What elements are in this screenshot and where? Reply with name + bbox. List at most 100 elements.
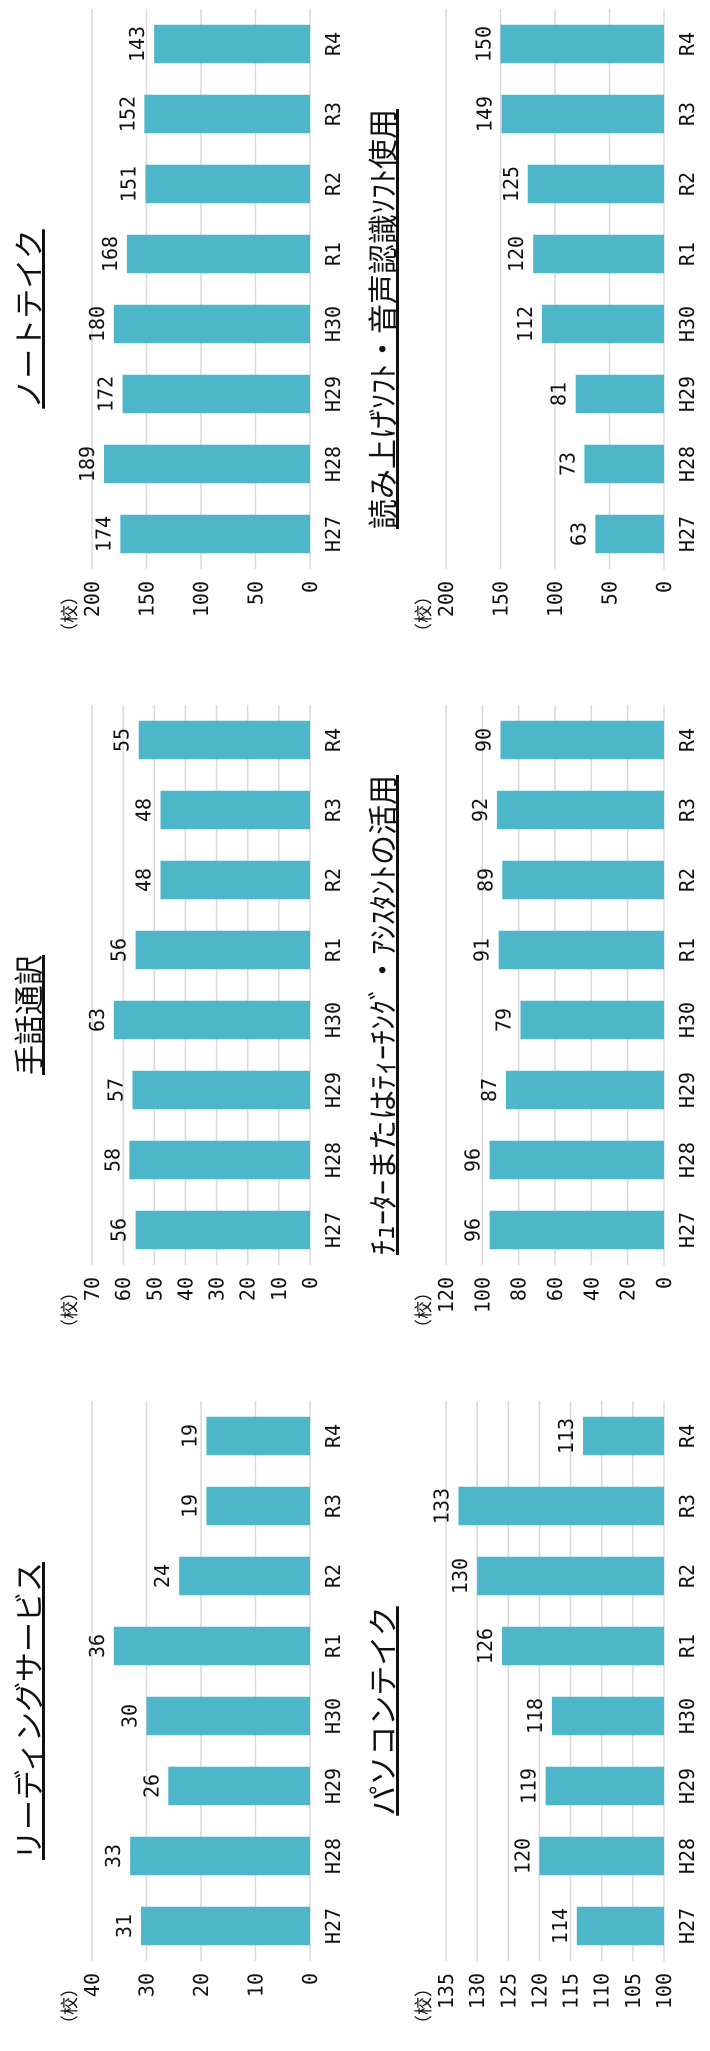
bar [490, 1211, 664, 1250]
y-tick-label: 20 [189, 1973, 213, 1997]
y-tick-label: 0 [652, 581, 676, 593]
bar [576, 375, 664, 414]
bar [114, 305, 310, 344]
bar [139, 721, 310, 760]
bar [136, 931, 310, 970]
x-tick-label: R4 [675, 1424, 699, 1448]
y-tick-label: 0 [298, 1973, 322, 1985]
data-label: 174 [91, 516, 115, 552]
data-label: 143 [125, 26, 149, 62]
data-label: 56 [107, 938, 131, 962]
bar [546, 1767, 664, 1806]
bar [502, 95, 664, 134]
y-tick-label: 0 [298, 1277, 322, 1289]
y-tick-label: 40 [173, 1277, 197, 1301]
data-label: 118 [523, 1698, 547, 1734]
y-unit-label: （校） [60, 1979, 81, 2033]
data-label: 119 [517, 1768, 541, 1804]
data-label: 113 [554, 1418, 578, 1454]
bar [497, 791, 664, 830]
bar [136, 1211, 310, 1250]
x-tick-label: R2 [321, 1564, 345, 1588]
bar [499, 931, 664, 970]
y-tick-label: 100 [189, 581, 213, 617]
x-tick-label: H30 [321, 306, 345, 342]
y-tick-label: 105 [621, 1973, 645, 2009]
data-label: 58 [100, 1148, 124, 1172]
chart-title: リーディングサービス [13, 1562, 48, 1860]
x-tick-label: H28 [321, 1838, 345, 1874]
data-label: 125 [499, 166, 523, 202]
x-tick-label: H28 [675, 1142, 699, 1178]
bar [120, 515, 310, 554]
data-label: 87 [477, 1078, 501, 1102]
bar [129, 1141, 310, 1180]
data-label: 92 [468, 798, 492, 822]
data-label: 19 [177, 1424, 201, 1448]
data-label: 36 [85, 1634, 109, 1658]
data-label: 19 [177, 1494, 201, 1518]
bar [130, 1837, 310, 1876]
data-label: 133 [429, 1488, 453, 1524]
bar [520, 1001, 664, 1040]
data-label: 73 [555, 452, 579, 476]
data-label: 57 [103, 1078, 127, 1102]
x-tick-label: R2 [675, 868, 699, 892]
y-tick-label: 50 [598, 581, 622, 605]
data-label: 79 [491, 1008, 515, 1032]
chart-title: ノートテイク [13, 229, 48, 408]
y-tick-label: 20 [616, 1277, 640, 1301]
x-tick-label: H30 [675, 306, 699, 342]
bar [506, 1071, 664, 1110]
bar [577, 1907, 664, 1946]
x-tick-label: R2 [321, 868, 345, 892]
x-tick-label: R2 [675, 172, 699, 196]
x-tick-label: H27 [675, 516, 699, 552]
data-label: 24 [150, 1564, 174, 1588]
y-unit-label: （校） [60, 587, 81, 641]
bar [114, 1001, 310, 1040]
chart-title: 読み上げｿﾌﾄ・音声認識ｿﾌﾄ使用 [367, 109, 402, 529]
data-label: 91 [470, 938, 494, 962]
y-tick-label: 60 [111, 1277, 135, 1301]
data-label: 30 [118, 1704, 142, 1728]
data-label: 26 [139, 1774, 163, 1798]
x-tick-label: R3 [321, 1494, 345, 1518]
x-tick-label: R3 [321, 102, 345, 126]
bar [144, 95, 310, 134]
data-label: 48 [132, 798, 156, 822]
data-label: 55 [110, 728, 134, 752]
bar [501, 721, 665, 760]
y-tick-label: 80 [507, 1277, 531, 1301]
bar [206, 1417, 310, 1456]
y-tick-label: 200 [80, 581, 104, 617]
y-tick-label: 100 [543, 581, 567, 617]
data-label: 150 [472, 26, 496, 62]
x-tick-label: H27 [675, 1908, 699, 1944]
data-label: 96 [461, 1218, 485, 1242]
y-tick-label: 60 [543, 1277, 567, 1301]
bar [502, 1627, 664, 1666]
x-tick-label: R3 [675, 102, 699, 126]
y-tick-label: 100 [652, 1973, 676, 2009]
x-tick-label: H30 [321, 1002, 345, 1038]
chart-panel-1: リーディングサービス （校） 0 10 20 30 40 31 H27 33 H28 26 H29 30 H… [13, 1401, 345, 2033]
x-tick-label: R3 [675, 1494, 699, 1518]
y-tick-label: 110 [590, 1973, 614, 2009]
x-tick-label: R1 [675, 1634, 699, 1658]
x-tick-label: H30 [675, 1002, 699, 1038]
y-tick-label: 50 [244, 581, 268, 605]
y-unit-label: （校） [414, 1979, 435, 2033]
data-label: 89 [473, 868, 497, 892]
x-tick-label: H28 [675, 1838, 699, 1874]
bar [533, 235, 664, 274]
y-tick-label: 115 [559, 1973, 583, 2009]
bar [114, 1627, 310, 1666]
bar [179, 1557, 310, 1596]
y-tick-label: 50 [142, 1277, 166, 1301]
bar [458, 1487, 664, 1526]
x-tick-label: H27 [675, 1212, 699, 1248]
data-label: 81 [547, 382, 571, 406]
